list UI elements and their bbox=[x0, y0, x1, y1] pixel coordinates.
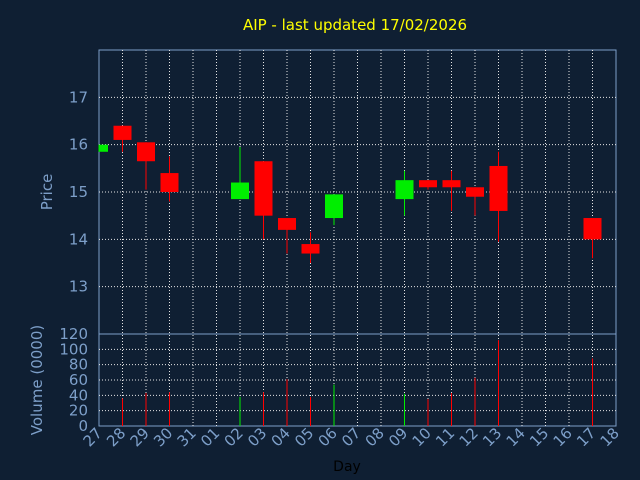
volume-tick-label: 100 bbox=[59, 340, 88, 358]
candle-body bbox=[301, 244, 320, 254]
candle-body bbox=[419, 180, 437, 188]
volume-tick-label: 80 bbox=[69, 356, 88, 374]
price-tick-label: 15 bbox=[69, 183, 88, 201]
candle-body bbox=[395, 180, 414, 200]
volume-tick-label: 40 bbox=[69, 386, 88, 404]
candle-body bbox=[160, 173, 179, 192]
price-tick-label: 16 bbox=[69, 136, 88, 154]
candle-body bbox=[254, 161, 273, 216]
candle-body bbox=[99, 144, 108, 152]
price-tick-label: 17 bbox=[69, 88, 88, 106]
chart-title: AIP - last updated 17/02/2026 bbox=[243, 16, 467, 34]
candle-body bbox=[278, 218, 296, 230]
candle-body bbox=[489, 165, 508, 211]
price-tick-label: 14 bbox=[69, 230, 88, 248]
candle-body bbox=[113, 125, 132, 140]
price-candles bbox=[98, 125, 602, 263]
candle-body bbox=[325, 194, 343, 219]
volume-axis-label: Volume (0000) bbox=[28, 325, 46, 435]
candle-body bbox=[137, 142, 155, 162]
candle-body bbox=[231, 182, 249, 200]
volume-tick-label: 0 bbox=[78, 417, 88, 435]
x-tick-labels: 2728293031010203040506070809101112131415… bbox=[80, 424, 623, 450]
candle-body bbox=[442, 180, 461, 188]
price-tick-label: 13 bbox=[69, 278, 88, 296]
candle-body bbox=[466, 187, 484, 197]
price-axis-label: Price bbox=[38, 174, 56, 211]
grid-lines bbox=[99, 50, 616, 426]
x-axis-label: Day bbox=[333, 459, 361, 475]
volume-bars bbox=[122, 340, 593, 426]
volume-tick-label: 20 bbox=[69, 402, 88, 420]
volume-tick-label: 120 bbox=[59, 325, 88, 343]
volume-tick-label: 60 bbox=[69, 371, 88, 389]
candle-body bbox=[583, 218, 602, 240]
